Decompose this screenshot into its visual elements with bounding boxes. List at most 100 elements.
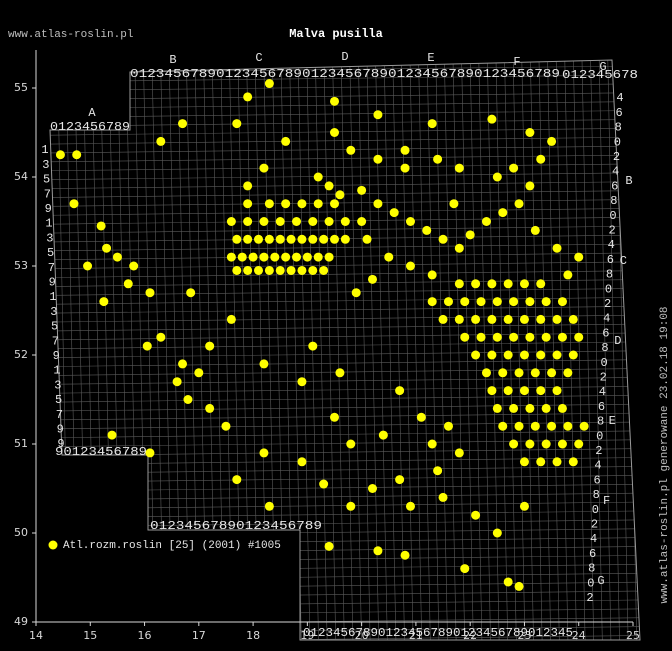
- occurrence-dot: [536, 386, 546, 396]
- grid-digits: 012345678: [562, 68, 638, 82]
- occurrence-dot: [552, 386, 562, 396]
- occurrence-dot: [205, 403, 215, 413]
- occurrence-dot: [449, 199, 459, 209]
- x-tick-label: 23: [517, 629, 531, 642]
- mesh-line: [461, 60, 474, 640]
- occurrence-dot: [563, 270, 573, 280]
- grid-digit: 1: [53, 364, 60, 378]
- occurrence-dot: [324, 541, 334, 551]
- occurrence-dot: [503, 350, 513, 360]
- occurrence-dot: [487, 350, 497, 360]
- occurrence-dot: [460, 332, 470, 342]
- occurrence-dot: [536, 350, 546, 360]
- occurrence-dot: [514, 199, 524, 209]
- occurrence-dot: [487, 279, 497, 289]
- mesh-line: [572, 60, 586, 640]
- grid-digit: 4: [603, 312, 610, 326]
- occurrence-dot: [142, 341, 152, 351]
- occurrence-dot: [568, 457, 578, 467]
- occurrence-dot: [503, 577, 513, 587]
- mesh-line: [452, 60, 466, 640]
- occurrence-dot: [259, 252, 269, 262]
- occurrence-dot: [232, 265, 242, 275]
- grid-digit: 4: [612, 165, 619, 179]
- mesh-line: [418, 60, 431, 640]
- grid-digit: 9: [57, 422, 64, 436]
- grid-digit: 5: [47, 246, 54, 260]
- occurrence-dot: [237, 252, 247, 262]
- mesh-line: [529, 60, 543, 640]
- occurrence-dot: [357, 185, 367, 195]
- x-tick-label: 20: [355, 629, 369, 642]
- grid-digit: 9: [53, 349, 60, 363]
- grid-letter: D: [341, 50, 348, 64]
- occurrence-dot: [270, 252, 280, 262]
- occurrence-dot: [438, 234, 448, 244]
- mesh-line: [50, 208, 640, 216]
- occurrence-dot: [313, 252, 323, 262]
- occurrence-dot: [492, 403, 502, 413]
- map-outline: [49, 59, 641, 641]
- mesh-line: [50, 83, 640, 91]
- mesh-line: [323, 60, 337, 640]
- occurrence-dot: [427, 119, 437, 129]
- legend-label: Atl.rozm.roslin [25] (2001) #1005: [63, 540, 281, 552]
- occurrence-dot: [183, 395, 193, 404]
- occurrence-dot: [297, 265, 307, 275]
- grid-digit: 4: [590, 532, 597, 546]
- occurrence-dot: [145, 448, 155, 458]
- occurrence-dot: [574, 439, 584, 449]
- occurrence-dot: [243, 217, 253, 226]
- x-tick-label: 16: [138, 629, 152, 642]
- x-tick-label: 18: [246, 629, 260, 642]
- occurrence-dot: [264, 199, 274, 209]
- mesh-line: [50, 243, 640, 252]
- occurrence-dot: [454, 243, 464, 253]
- occurrence-dot: [308, 265, 318, 275]
- grid-digit: 8: [588, 562, 595, 576]
- occurrence-dot: [357, 217, 367, 226]
- grid-digit: 8: [615, 121, 622, 135]
- mesh-line: [50, 136, 640, 145]
- occurrence-dot: [438, 314, 448, 324]
- grid-digit: 2: [613, 150, 620, 164]
- occurrence-dot: [454, 448, 464, 458]
- occurrence-dot: [492, 332, 502, 342]
- mesh-line: [435, 60, 448, 640]
- occurrence-dot: [509, 332, 519, 342]
- occurrence-dot: [340, 217, 350, 226]
- mesh-line: [564, 60, 577, 640]
- y-tick-label: 54: [14, 170, 28, 183]
- mesh-line: [486, 60, 500, 640]
- mesh-line: [50, 305, 640, 314]
- grid-digit: 7: [56, 408, 63, 422]
- occurrence-dot: [476, 332, 486, 342]
- occurrence-dot: [503, 314, 513, 324]
- occurrence-dot: [335, 368, 345, 378]
- occurrence-dot: [259, 217, 269, 226]
- occurrence-dot: [530, 421, 540, 431]
- occurrence-dot: [541, 403, 551, 413]
- occurrence-dot: [226, 217, 236, 226]
- occurrence-dot: [492, 528, 502, 538]
- occurrence-dot: [259, 163, 269, 173]
- occurrence-dot: [525, 332, 535, 342]
- occurrence-dot: [519, 279, 529, 289]
- occurrence-dot: [498, 421, 508, 431]
- occurrence-dot: [351, 288, 361, 298]
- occurrence-dot: [264, 234, 274, 244]
- occurrence-dot: [454, 163, 464, 173]
- occurrence-dot: [99, 297, 109, 307]
- grid-digit: 6: [589, 547, 596, 561]
- occurrence-dot: [476, 297, 486, 307]
- grid-letter: E: [609, 414, 616, 428]
- occurrence-dot: [243, 199, 253, 209]
- occurrence-dot: [487, 314, 497, 324]
- occurrence-dot: [400, 145, 410, 155]
- mesh-line: [547, 60, 560, 640]
- mesh-line: [512, 60, 526, 640]
- grid-digit: 6: [602, 326, 609, 340]
- grid-digit: 8: [606, 268, 613, 282]
- mesh-line: [607, 60, 620, 640]
